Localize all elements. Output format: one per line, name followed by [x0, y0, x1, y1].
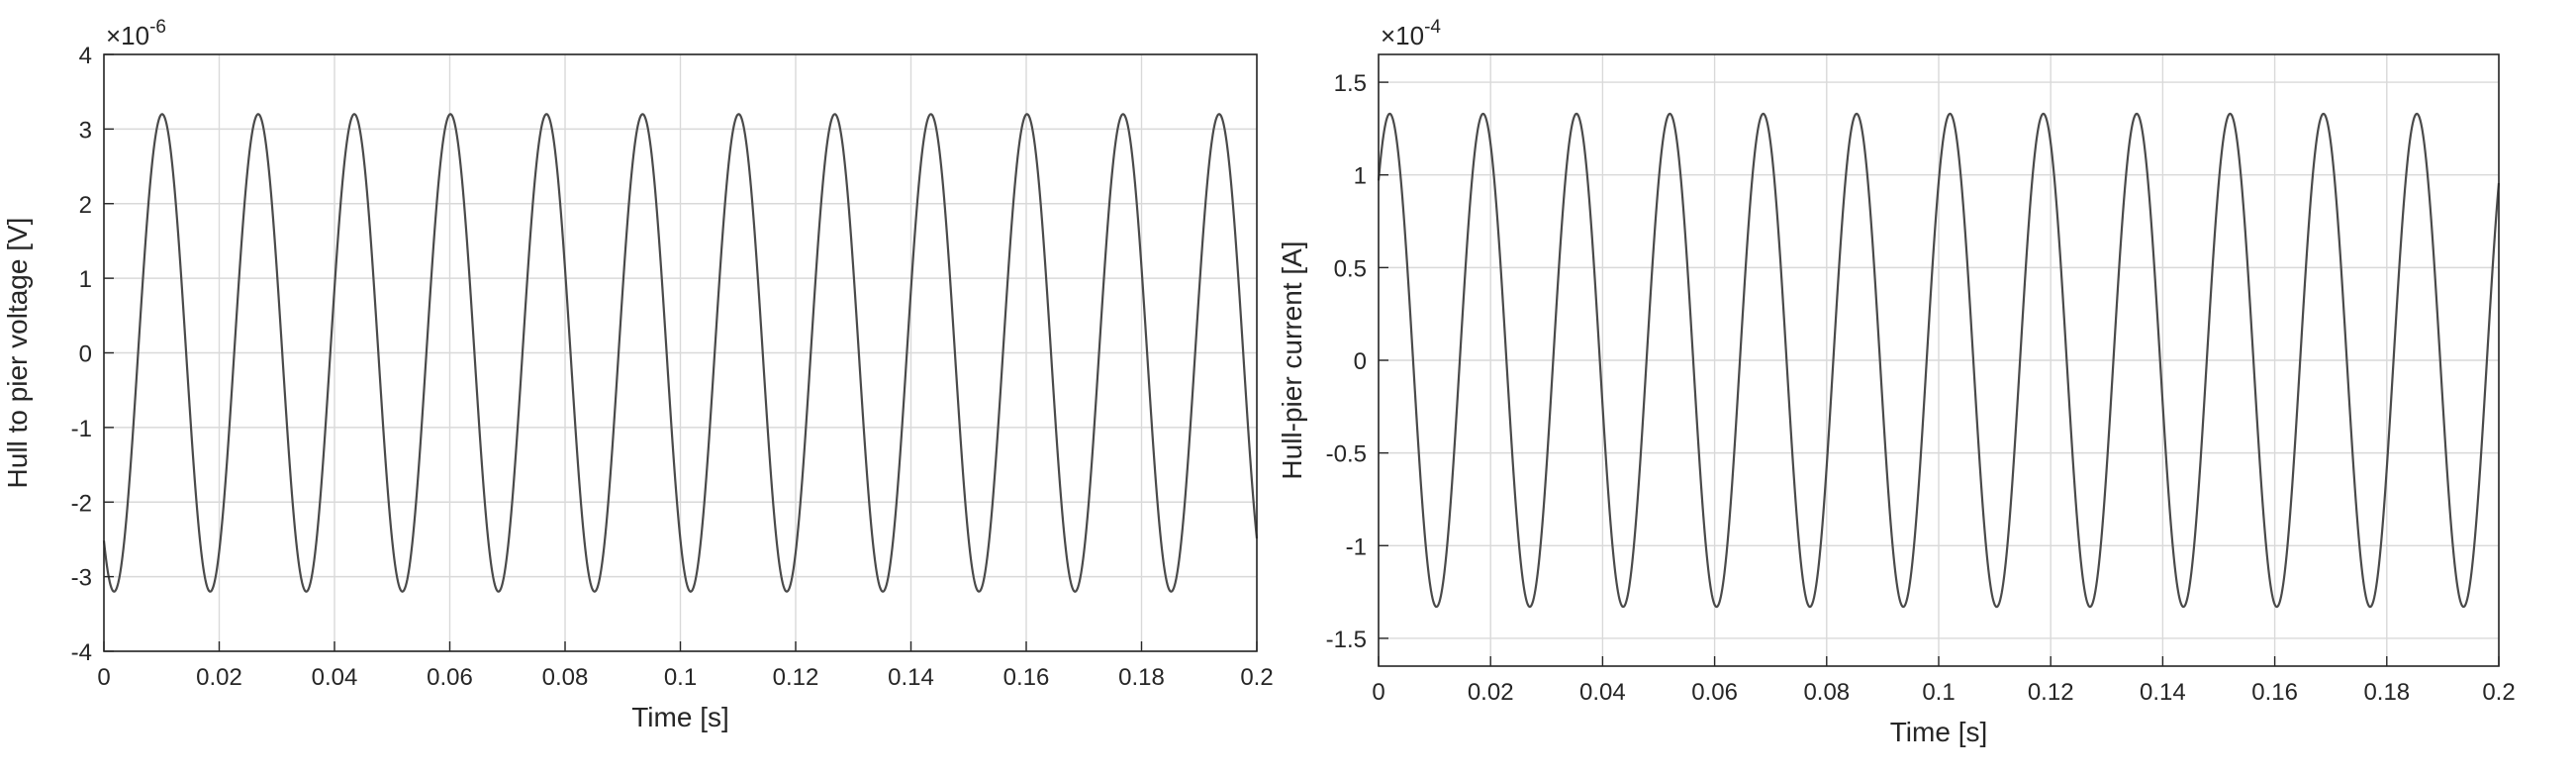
- voltage-x-tick-label: 0.08: [542, 664, 589, 691]
- current-y-ticks: -1.5 -1 -0.5 0 0.5 1 1.5: [1326, 70, 1388, 653]
- current-y-tick-label: 1.5: [1334, 70, 1367, 97]
- voltage-y-tick-label: 0: [79, 341, 92, 368]
- voltage-x-tick-label: 0.12: [773, 664, 819, 691]
- current-y-tick-label: -1: [1346, 533, 1367, 560]
- current-y-tick-label: -1.5: [1326, 627, 1367, 653]
- current-y-tick-label: 1: [1354, 163, 1367, 190]
- voltage-y-tick-label: -2: [71, 490, 92, 517]
- voltage-y-tick-label: 2: [79, 192, 92, 219]
- current-y-exponent: ×10-4: [1381, 17, 1441, 50]
- voltage-chart: 0 0.02 0.04 0.06 0.08 0.1 0.12 0.14 0.16 0.18 0.2 …: [2, 17, 1274, 732]
- voltage-y-ticks: -4 -3 -2 -1 0 1 2 3 4: [71, 43, 114, 666]
- current-x-ticks: 0 0.02 0.04 0.06 0.08 0.1 0.12 0.14 0.16 0.18 0.2: [1372, 656, 2516, 706]
- current-x-tick-label: 0.12: [2028, 679, 2074, 706]
- current-y-axis-label: Hull-pier current [A]: [1277, 241, 1307, 479]
- voltage-y-tick-label: 4: [79, 43, 92, 69]
- current-x-tick-label: 0.06: [1691, 679, 1738, 706]
- voltage-series-line: [102, 113, 1259, 593]
- current-x-tick-label: 0.18: [2363, 679, 2410, 706]
- current-x-tick-label: 0.16: [2251, 679, 2298, 706]
- voltage-y-tick-label: 1: [79, 266, 92, 293]
- current-x-tick-label: 0.08: [1803, 679, 1850, 706]
- current-series-line: [1377, 112, 2501, 609]
- current-y-tick-label: 0: [1354, 348, 1367, 375]
- current-x-tick-label: 0.1: [1922, 679, 1955, 706]
- voltage-x-tick-label: 0.14: [888, 664, 934, 691]
- current-y-exponent-base: ×10: [1381, 21, 1424, 50]
- current-x-tick-label: 0: [1372, 679, 1384, 706]
- voltage-y-axis-label: Hull to pier voltage [V]: [2, 218, 33, 489]
- current-x-tick-label: 0.02: [1468, 679, 1514, 706]
- current-x-tick-label: 0.04: [1579, 679, 1626, 706]
- voltage-x-ticks: 0 0.02 0.04 0.06 0.08 0.1 0.12 0.14 0.16 0.18 0.2: [97, 641, 1274, 691]
- voltage-x-tick-label: 0.1: [664, 664, 697, 691]
- current-x-tick-label: 0.14: [2140, 679, 2186, 706]
- current-y-tick-label: -0.5: [1326, 441, 1367, 468]
- voltage-x-axis-label: Time [s]: [631, 702, 729, 732]
- voltage-x-tick-label: 0.18: [1118, 664, 1165, 691]
- current-chart: 0 0.02 0.04 0.06 0.08 0.1 0.12 0.14 0.16 0.18 0.2 …: [1277, 17, 2516, 747]
- voltage-y-exponent: ×10-6: [106, 17, 166, 50]
- current-x-axis-label: Time [s]: [1890, 717, 1988, 747]
- current-y-tick-label: 0.5: [1334, 255, 1367, 282]
- voltage-y-exponent-power: -6: [149, 17, 166, 38]
- voltage-y-tick-label: -1: [71, 416, 92, 442]
- voltage-x-tick-label: 0.04: [312, 664, 358, 691]
- voltage-x-tick-label: 0.02: [196, 664, 242, 691]
- voltage-x-tick-label: 0.2: [1240, 664, 1273, 691]
- voltage-x-tick-label: 0.16: [1003, 664, 1050, 691]
- voltage-y-tick-label: -4: [71, 639, 92, 666]
- voltage-y-tick-label: 3: [79, 117, 92, 144]
- current-y-exponent-power: -4: [1424, 17, 1441, 38]
- voltage-x-tick-label: 0.06: [427, 664, 473, 691]
- voltage-x-tick-label: 0: [97, 664, 110, 691]
- voltage-y-tick-label: -3: [71, 565, 92, 592]
- voltage-y-exponent-base: ×10: [106, 21, 149, 50]
- current-x-tick-label: 0.2: [2482, 679, 2515, 706]
